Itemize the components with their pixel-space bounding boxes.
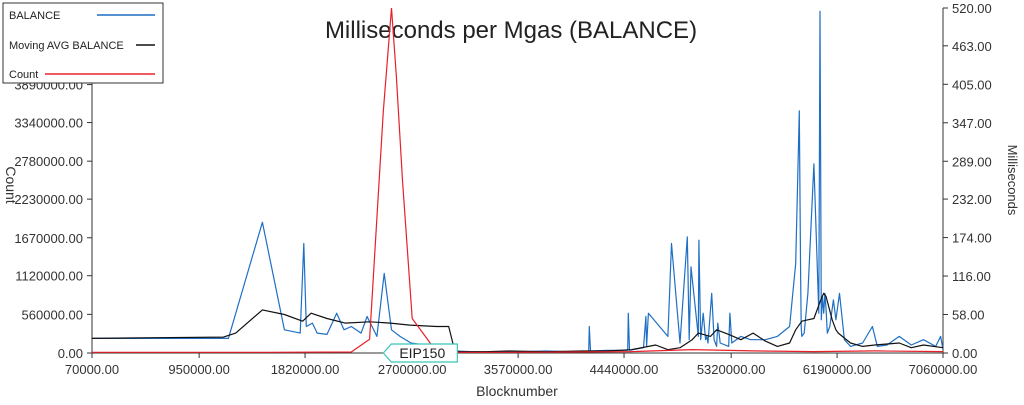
legend-label-count: Count — [9, 69, 38, 81]
y-left-tick-label: 2230000.00 — [14, 192, 83, 207]
y-right-tick-label: 174.00 — [952, 231, 992, 246]
x-ticks: 70000.00 950000.00 1820000.00 2700000.00 357… — [65, 353, 977, 377]
y-left-tick-label: 0.00 — [58, 346, 83, 361]
y-left-axis-label: Count — [3, 166, 19, 203]
x-tick-label: 2700000.00 — [378, 362, 447, 377]
eip150-label: EIP150 — [399, 345, 445, 361]
y-left-tick-label: 560000.00 — [22, 307, 83, 322]
x-tick-label: 4440000.00 — [590, 362, 659, 377]
x-tick-label: 1820000.00 — [271, 362, 340, 377]
series-balance-line — [92, 10, 943, 353]
series-count-line — [92, 8, 943, 353]
x-tick-label: 6190000.00 — [803, 362, 872, 377]
y-right-axis-label: Milliseconds — [1005, 145, 1020, 216]
y-right-tick-label: 405.00 — [952, 77, 992, 92]
series-moving-avg-line — [92, 292, 943, 353]
chart-title: Milliseconds per Mgas (BALANCE) — [325, 17, 697, 44]
y-right-tick-label: 116.00 — [952, 269, 991, 284]
y-right-tick-label: 520.00 — [952, 1, 992, 16]
x-tick-label: 5320000.00 — [697, 362, 766, 377]
legend-label-balance: BALANCE — [9, 10, 60, 22]
series-layer — [92, 8, 943, 353]
y-left-tick-label: 1120000.00 — [15, 269, 83, 284]
eip150-marker — [382, 343, 458, 363]
y-right-tick-label: 232.00 — [952, 192, 992, 207]
legend-label-moving-avg: Moving AVG BALANCE — [9, 40, 124, 52]
x-tick-label: 3570000.00 — [484, 362, 553, 377]
y-right-tick-label: 463.00 — [952, 39, 992, 54]
y-left-tick-label: 3340000.00 — [14, 116, 83, 131]
y-left-tick-label: 2780000.00 — [14, 154, 83, 169]
legend: BALANCE Moving AVG BALANCE Count — [2, 2, 164, 84]
y-right-tick-label: 347.00 — [952, 116, 992, 131]
annotation-layer: EIP150 — [382, 343, 458, 363]
y-left-tick-label: 1670000.00 — [14, 231, 83, 246]
y-right-tick-label: 289.00 — [952, 154, 992, 169]
legend-box — [2, 2, 164, 84]
x-tick-label: 7060000.00 — [909, 362, 978, 377]
x-axis-label: Blocknumber — [476, 383, 558, 399]
y-right-tick-label: 0.00 — [952, 346, 977, 361]
x-tick-label: 950000.00 — [168, 362, 229, 377]
y-right-ticks: 0.00 58.00 116.00 174.00 232.00 289.00 347.00 4… — [943, 1, 992, 361]
y-left-ticks: 0.00 560000.00 1120000.00 1670000.00 2230000… — [14, 78, 92, 361]
x-tick-label: 70000.00 — [65, 362, 119, 377]
y-right-tick-label: 58.00 — [952, 308, 985, 323]
